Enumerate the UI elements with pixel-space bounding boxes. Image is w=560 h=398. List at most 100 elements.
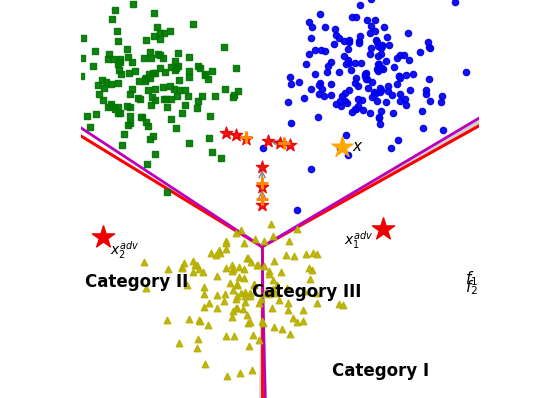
Point	[375, 115, 384, 121]
Point	[146, 49, 155, 56]
Point	[374, 68, 382, 74]
Point	[331, 25, 340, 32]
Point	[255, 299, 264, 306]
Point	[315, 11, 324, 17]
Point	[379, 24, 388, 30]
Point	[233, 281, 242, 287]
Point	[336, 103, 345, 109]
Point	[244, 254, 253, 261]
Point	[65, 141, 74, 147]
Point	[115, 110, 124, 116]
Point	[394, 73, 403, 79]
Point	[140, 259, 149, 265]
Point	[422, 91, 431, 97]
Point	[314, 91, 323, 98]
Point	[277, 326, 286, 332]
Point	[244, 320, 253, 326]
Point	[158, 84, 167, 90]
Point	[372, 98, 381, 104]
Point	[384, 88, 393, 94]
Point	[318, 86, 326, 92]
Point	[151, 70, 160, 76]
Point	[94, 90, 103, 97]
Point	[362, 76, 371, 82]
Point	[125, 104, 134, 110]
Point	[126, 91, 135, 98]
Point	[110, 6, 119, 13]
Point	[221, 246, 230, 252]
Point	[193, 262, 202, 269]
Point	[284, 99, 293, 105]
Point	[125, 113, 134, 119]
Point	[370, 88, 379, 95]
Point	[334, 301, 343, 307]
Point	[150, 151, 159, 157]
Point	[327, 92, 336, 99]
Point	[301, 61, 310, 67]
Point	[174, 340, 183, 346]
Point	[175, 77, 184, 83]
Point	[228, 268, 237, 274]
Point	[354, 38, 363, 44]
Point	[227, 314, 236, 320]
Point	[241, 299, 250, 305]
Point	[173, 93, 182, 99]
Point	[306, 86, 315, 92]
Point	[147, 55, 156, 62]
Point	[438, 127, 447, 133]
Point	[142, 284, 151, 291]
Point	[62, 62, 71, 68]
Point	[265, 271, 274, 277]
Point	[222, 238, 231, 244]
Point	[386, 145, 395, 151]
Point	[332, 101, 341, 107]
Point	[199, 284, 208, 291]
Point	[336, 98, 345, 104]
Point	[160, 29, 169, 36]
Point	[248, 332, 257, 338]
Point	[113, 28, 122, 34]
Point	[228, 266, 237, 272]
Point	[345, 87, 354, 93]
Point	[124, 69, 133, 76]
Point	[396, 75, 405, 81]
Point	[167, 64, 176, 70]
Point	[350, 105, 359, 112]
Point	[246, 290, 255, 296]
Point	[237, 290, 246, 296]
Point	[363, 84, 372, 91]
Point	[315, 82, 324, 89]
Point	[162, 103, 171, 110]
Point	[269, 258, 278, 264]
Point	[172, 125, 181, 131]
Point	[149, 33, 158, 39]
Point	[231, 296, 240, 302]
Point	[212, 305, 221, 311]
Point	[232, 282, 241, 289]
Point	[258, 184, 267, 190]
Point	[142, 37, 151, 43]
Point	[236, 227, 245, 234]
Point	[105, 51, 114, 58]
Point	[166, 96, 175, 102]
Point	[362, 76, 371, 82]
Point	[181, 101, 190, 108]
Point	[250, 236, 259, 242]
Point	[226, 280, 235, 287]
Point	[356, 2, 365, 8]
Point	[201, 361, 210, 367]
Point	[142, 75, 151, 82]
Point	[286, 142, 295, 148]
Point	[265, 291, 274, 298]
Point	[377, 108, 386, 114]
Point	[200, 71, 209, 78]
Point	[377, 43, 386, 49]
Point	[403, 30, 412, 36]
Point	[240, 265, 249, 272]
Point	[146, 136, 155, 142]
Point	[264, 268, 273, 275]
Point	[344, 37, 353, 43]
Point	[357, 59, 366, 66]
Point	[119, 131, 128, 137]
Point	[404, 57, 413, 64]
